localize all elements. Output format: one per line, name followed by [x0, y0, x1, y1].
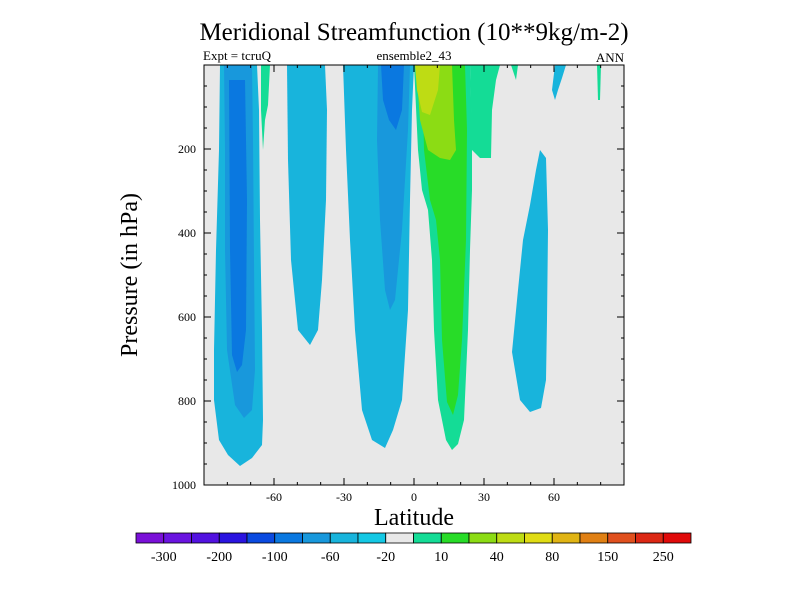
contour-north-10-upper — [470, 65, 500, 158]
y-tick-label: 800 — [178, 394, 196, 408]
x-tick-label: 0 — [411, 490, 417, 504]
colorbar-label: 10 — [434, 550, 448, 565]
season-label: ANN — [596, 50, 625, 65]
colorbar-label: 150 — [597, 550, 618, 565]
colorbar-labels: -300 -200 -100 -60 -20 10 40 80 150 250 — [151, 550, 674, 565]
colorbar-swatch — [163, 532, 192, 544]
x-tick-label: 30 — [478, 490, 490, 504]
colorbar-label: -200 — [206, 550, 232, 565]
colorbar-label: 250 — [653, 550, 674, 565]
contour-north-lobe — [512, 150, 548, 412]
colorbar-swatch — [662, 532, 692, 544]
colorbar-swatch — [496, 532, 525, 544]
colorbar-swatch — [135, 532, 165, 544]
colorbar-label: 40 — [490, 550, 504, 565]
colorbar — [135, 532, 692, 544]
colorbar-swatch — [413, 532, 442, 544]
x-ticks: -60 -30 0 30 60 — [266, 65, 560, 504]
y-tick-label: 200 — [178, 142, 196, 156]
y-tick-label: 1000 — [172, 478, 196, 492]
colorbar-label: -20 — [376, 550, 395, 565]
y-tick-label: 600 — [178, 310, 196, 324]
colorbar-swatch — [357, 532, 387, 544]
colorbar-label: -100 — [262, 550, 288, 565]
contour-north-150 — [415, 65, 440, 115]
colorbar-swatch — [635, 532, 664, 544]
colorbar-label: 80 — [545, 550, 559, 565]
colorbar-swatch — [468, 532, 498, 544]
expt-label: Expt = tcruQ — [203, 48, 272, 63]
colorbar-swatch — [385, 532, 414, 544]
colorbar-swatch — [274, 532, 303, 544]
colorbar-swatch — [579, 532, 609, 544]
contour-north-tick-2 — [597, 65, 601, 100]
x-tick-label: -60 — [266, 490, 282, 504]
contour-south-inner — [229, 80, 247, 372]
colorbar-swatch — [329, 532, 359, 544]
contour-south-thin — [261, 65, 270, 150]
x-axis-label: Latitude — [374, 505, 454, 531]
colorbar-label: -300 — [151, 550, 177, 565]
colorbar-swatch — [218, 532, 248, 544]
contour-north-tick — [511, 65, 518, 80]
colorbar-swatch — [191, 532, 220, 544]
plot-background — [204, 65, 624, 485]
colorbar-swatch — [524, 532, 553, 544]
x-tick-label: 60 — [548, 490, 560, 504]
colorbar-swatch — [607, 532, 636, 544]
colorbar-swatch — [246, 532, 276, 544]
chart-title: Meridional Streamfunction (10**9kg/m-2) — [199, 19, 628, 46]
minor-ticks — [203, 64, 625, 486]
contour-lobe-2 — [287, 65, 327, 345]
x-tick-label: -30 — [336, 490, 352, 504]
colorbar-swatch — [551, 532, 581, 544]
y-tick-label: 400 — [178, 226, 196, 240]
contour-fills — [214, 65, 601, 466]
contour-lobe-3-mid — [377, 65, 410, 310]
colorbar-swatch — [440, 532, 470, 544]
ensemble-label: ensemble2_43 — [376, 48, 451, 63]
contour-north-small — [552, 65, 566, 100]
y-axis-label: Pressure (in hPa) — [117, 193, 143, 357]
contour-lobe-3-inner — [381, 65, 404, 130]
colorbar-swatch — [302, 532, 331, 544]
colorbar-label: -60 — [321, 550, 340, 565]
